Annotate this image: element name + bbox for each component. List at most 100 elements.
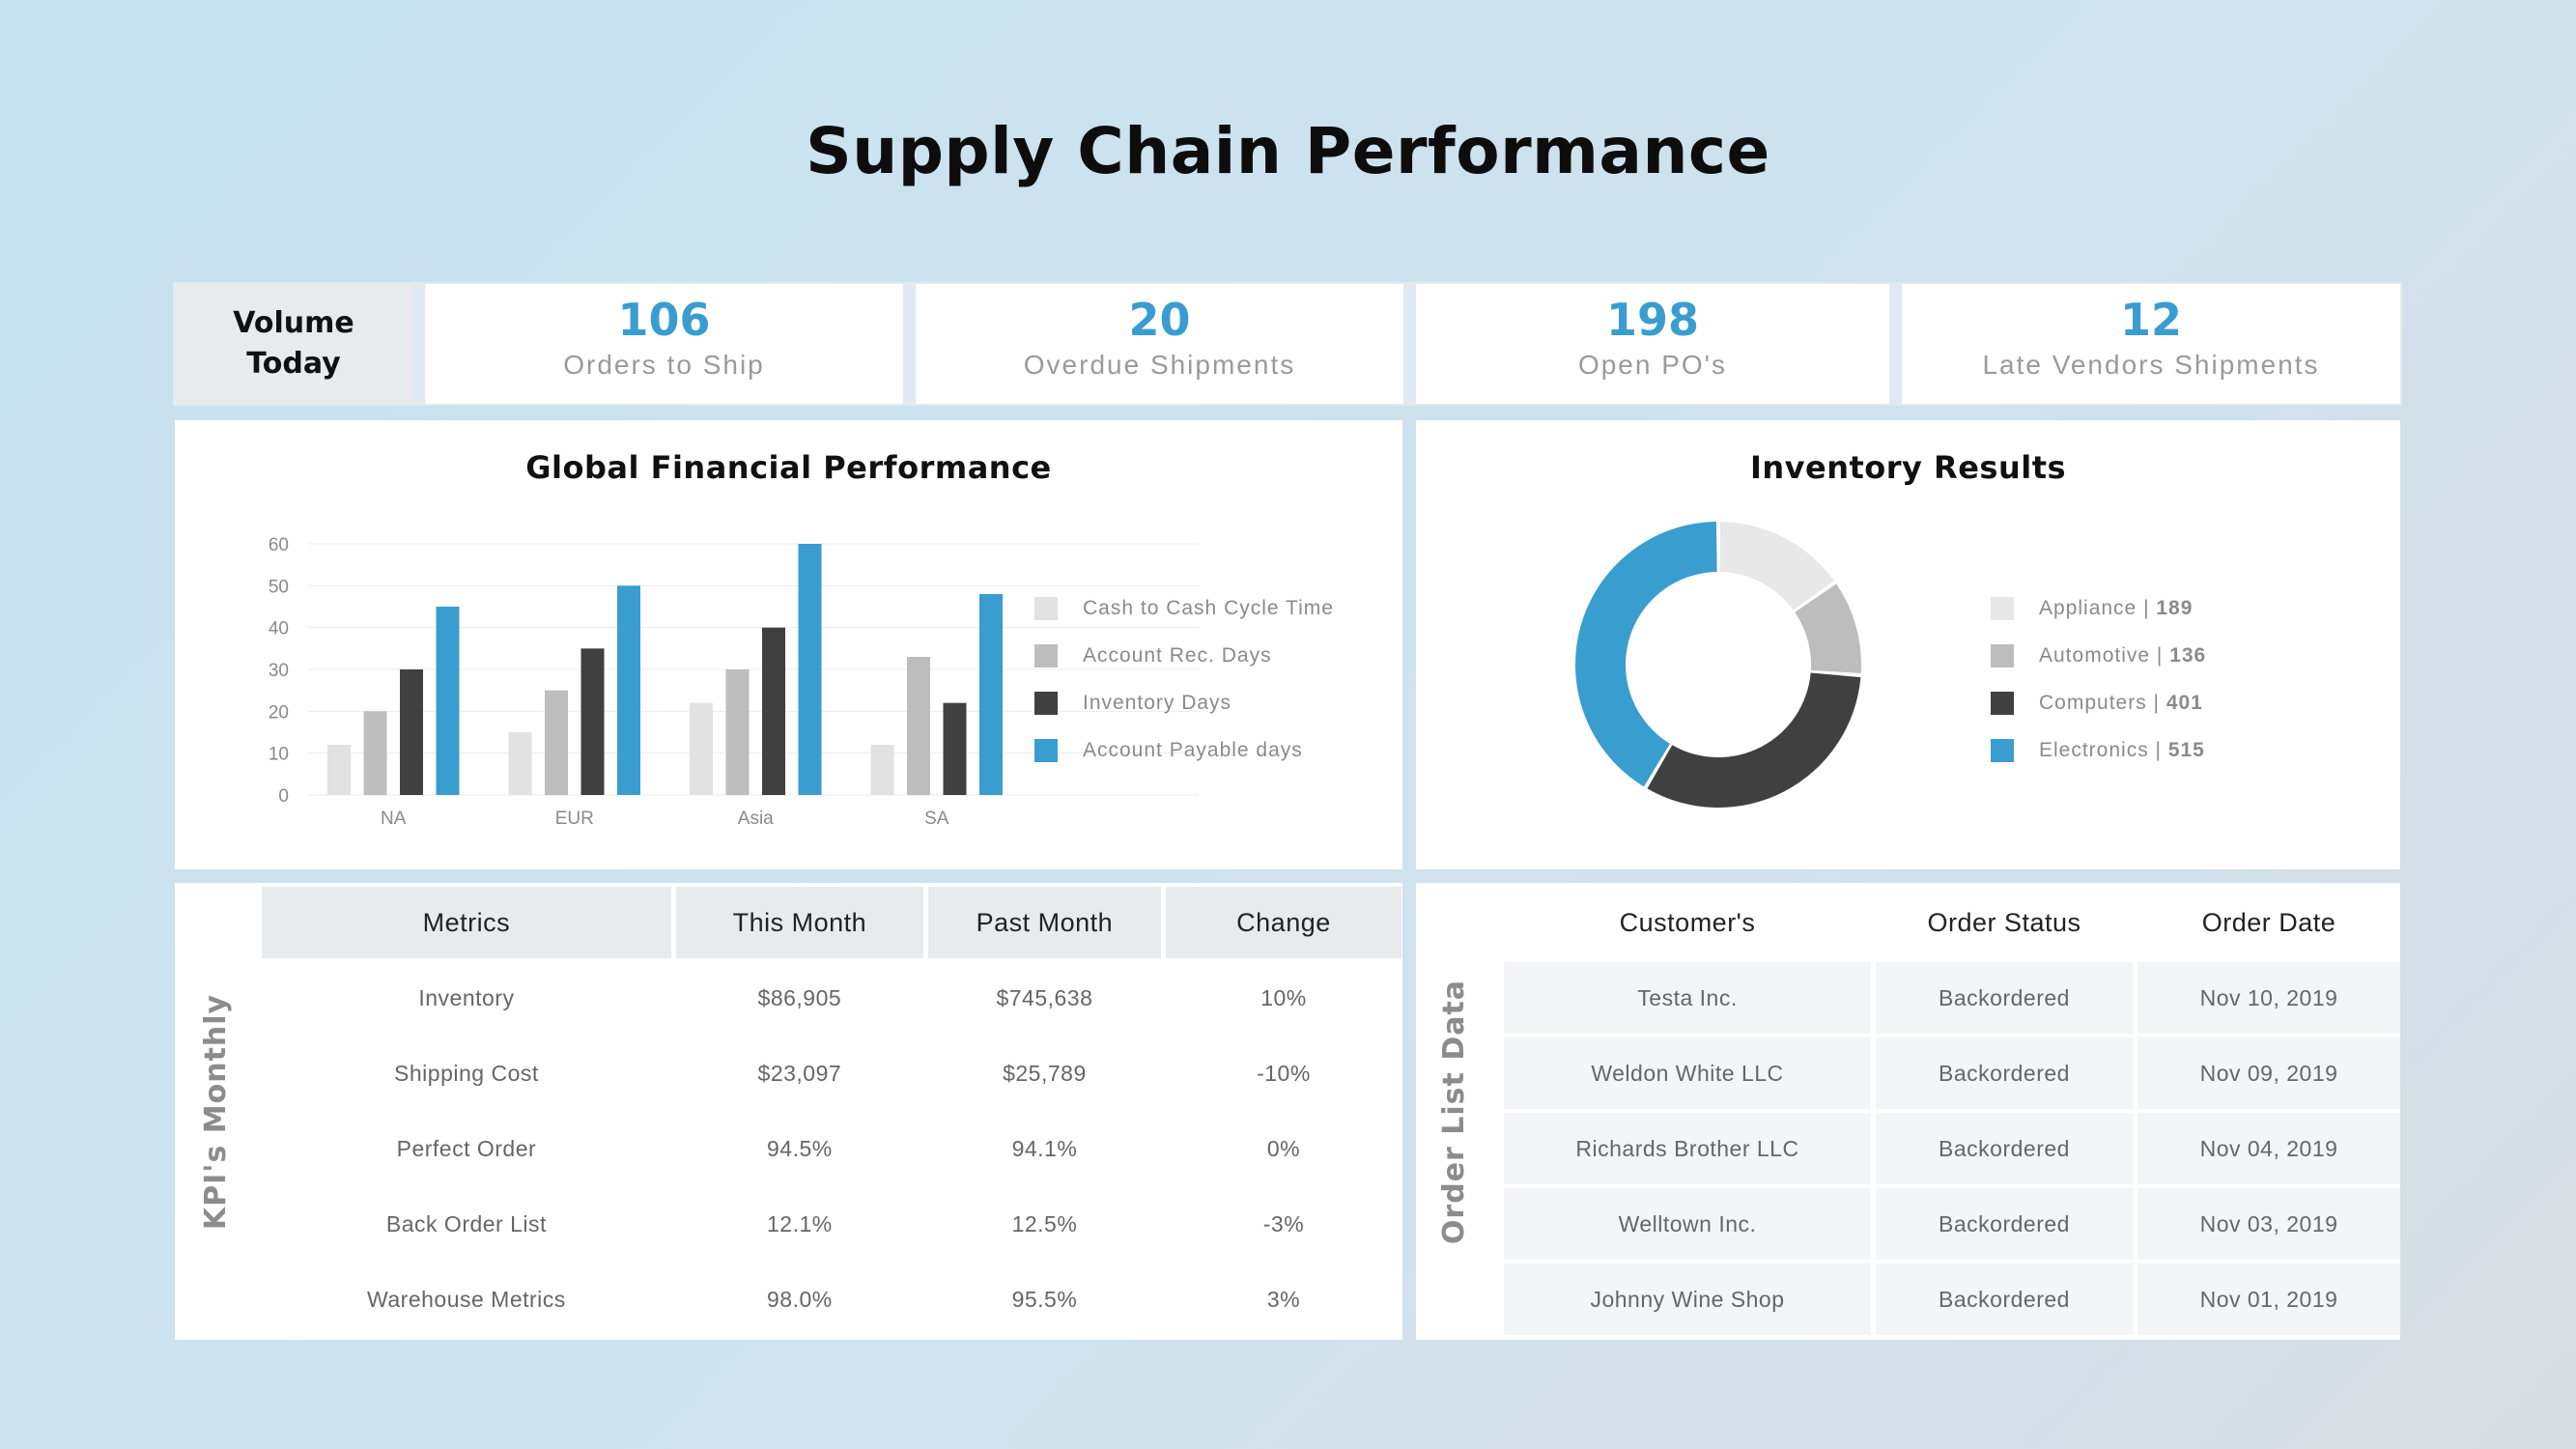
kpi-card-overdue-shipments: 20 Overdue Shipments <box>916 284 1403 404</box>
legend-item: Computers | 401 <box>1991 689 2203 718</box>
table-cell: 94.1% <box>927 1113 1161 1184</box>
column-header: Past Month <box>927 887 1161 958</box>
legend-swatch <box>1034 597 1058 620</box>
bar <box>327 745 351 795</box>
bar <box>690 702 713 795</box>
bar <box>545 690 568 795</box>
table-cell: Nov 09, 2019 <box>2137 1037 2400 1109</box>
y-tick-label: 50 <box>269 577 289 597</box>
table-cell: Nov 03, 2019 <box>2137 1188 2400 1260</box>
y-tick-label: 20 <box>269 702 289 723</box>
table-cell: Backordered <box>1876 962 2133 1034</box>
bar <box>617 585 640 795</box>
y-tick-label: 30 <box>269 661 289 681</box>
kpi-value: 106 <box>617 294 711 346</box>
donut-slice <box>1574 522 1717 787</box>
table-cell: 12.1% <box>675 1188 923 1260</box>
legend-item: Cash to Cash Cycle Time <box>1034 594 1334 623</box>
table-cell: Back Order List <box>262 1188 671 1260</box>
legend-item: Inventory Days <box>1034 689 1231 718</box>
order-list-table: Customer's Order Status Order Date Testa… <box>1499 883 2405 1339</box>
legend-item: Account Payable days <box>1034 736 1303 765</box>
table-cell: Backordered <box>1876 1264 2133 1335</box>
table-cell: $86,905 <box>675 962 923 1034</box>
legend-label: Electronics | 515 <box>2039 739 2205 761</box>
kpi-card-late-vendor-shipments: 12 Late Vendors Shipments <box>1902 284 2400 404</box>
table-cell: Backordered <box>1876 1188 2133 1260</box>
column-header: Order Date <box>2137 887 2400 958</box>
bar <box>907 657 930 795</box>
page-title: Supply Chain Performance <box>806 114 1770 188</box>
bar-chart: 0 10 20 30 40 50 60 NA EUR Asia SA <box>269 535 1199 829</box>
table-row: Back Order List 12.1% 12.5% -3% <box>262 1188 1401 1260</box>
y-tick-label: 0 <box>278 786 289 807</box>
donut-slice <box>1647 672 1861 808</box>
table-cell: Nov 10, 2019 <box>2137 962 2400 1034</box>
bar <box>943 702 967 795</box>
table-cell: Richards Brother LLC <box>1504 1113 1871 1184</box>
bar <box>979 594 1003 795</box>
legend-label: Computers | 401 <box>2039 692 2203 714</box>
table-row: Weldon White LLC Backordered Nov 09, 201… <box>1504 1037 2400 1109</box>
legend-item: Automotive | 136 <box>1991 641 2206 670</box>
bar <box>508 732 532 795</box>
legend-label: Appliance | 189 <box>2039 597 2194 619</box>
table-cell: 0% <box>1165 1113 1401 1184</box>
legend-swatch <box>1991 692 2014 715</box>
kpi-value: 198 <box>1605 294 1700 346</box>
table-cell: 12.5% <box>927 1188 1161 1260</box>
volume-today-label: Volume Today <box>175 284 412 404</box>
bar-chart-legend: Cash to Cash Cycle Time Account Rec. Day… <box>1034 594 1382 762</box>
bar <box>725 669 750 795</box>
financial-chart-title: Global Financial Performance <box>525 449 1052 486</box>
legend-item: Appliance | 189 <box>1991 594 2193 623</box>
legend-swatch <box>1034 692 1058 715</box>
kpi-label: Open PO's <box>1577 350 1728 380</box>
column-header: This Month <box>675 887 923 958</box>
kpi-label: Overdue Shipments <box>1023 350 1296 380</box>
x-tick-label: EUR <box>555 809 594 829</box>
x-tick-label: NA <box>381 809 407 829</box>
kpi-value: 20 <box>1128 294 1191 346</box>
bar <box>363 711 387 795</box>
table-cell: -3% <box>1165 1188 1401 1260</box>
table-cell: 3% <box>1165 1264 1401 1335</box>
table-cell: 98.0% <box>675 1264 923 1335</box>
legend-item: Electronics | 515 <box>1991 736 2205 765</box>
table-cell: $25,789 <box>927 1037 1161 1109</box>
bar <box>436 607 460 795</box>
table-cell: $23,097 <box>675 1037 923 1109</box>
legend-swatch <box>1034 644 1058 668</box>
table-row: Richards Brother LLC Backordered Nov 04,… <box>1504 1113 2400 1184</box>
table-header-row: Customer's Order Status Order Date <box>1504 887 2400 958</box>
bar <box>798 544 822 795</box>
volume-line-1: Volume <box>233 306 354 340</box>
inventory-chart-title: Inventory Results <box>1749 449 2067 486</box>
x-tick-label: Asia <box>738 809 774 829</box>
bar <box>762 627 785 795</box>
x-tick-label: SA <box>924 809 949 829</box>
bar <box>400 669 423 795</box>
order-list-panel: Order List Data Customer's Order Status … <box>1416 883 2400 1340</box>
column-header: Customer's <box>1504 887 1871 958</box>
donut-chart <box>1574 522 1861 808</box>
kpi-card-open-pos: 198 Open PO's <box>1416 284 1889 404</box>
table-row: Inventory $86,905 $745,638 10% <box>262 962 1401 1034</box>
kpi-card-orders-to-ship: 106 Orders to Ship <box>425 284 903 404</box>
table-row: Warehouse Metrics 98.0% 95.5% 3% <box>262 1264 1401 1335</box>
table-row: Welltown Inc. Backordered Nov 03, 2019 <box>1504 1188 2400 1260</box>
y-tick-label: 60 <box>269 535 289 555</box>
financial-performance-panel: Global Financial Performance 0 10 20 30 40 50… <box>175 420 1402 869</box>
table-cell: $745,638 <box>927 962 1161 1034</box>
table-cell: Perfect Order <box>262 1113 671 1184</box>
legend-item: Account Rec. Days <box>1034 641 1272 670</box>
table-cell: Nov 04, 2019 <box>2137 1113 2400 1184</box>
column-header: Order Status <box>1876 887 2133 958</box>
kpi-value: 12 <box>2119 294 2182 346</box>
bar <box>580 648 605 795</box>
legend-label: Automotive | 136 <box>2039 644 2207 667</box>
legend-label: Account Rec. Days <box>1083 644 1272 667</box>
table-cell: Johnny Wine Shop <box>1504 1264 1871 1335</box>
table-row: Johnny Wine Shop Backordered Nov 01, 201… <box>1504 1264 2400 1335</box>
kpi-monthly-side-label: KPI's Monthly <box>199 993 233 1231</box>
